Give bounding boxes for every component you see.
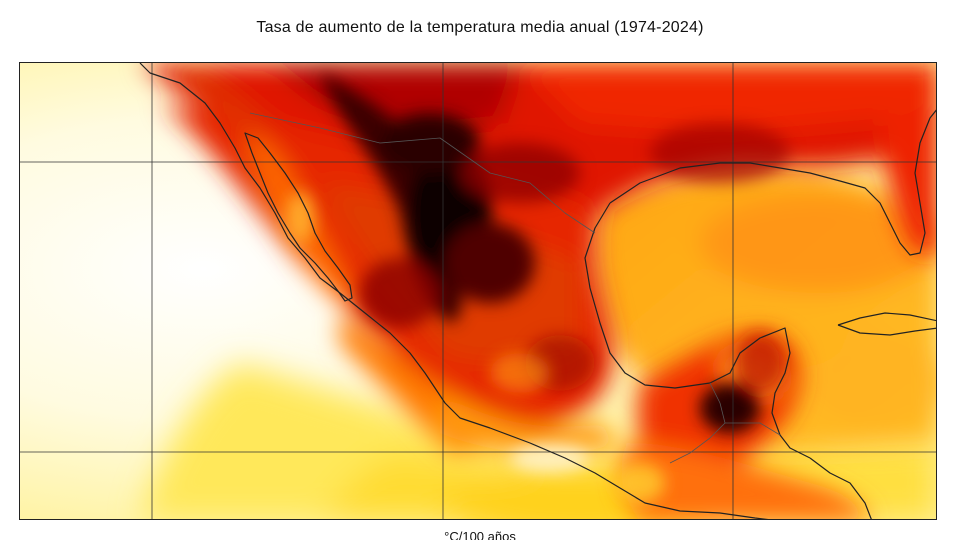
land-cooler-accents (286, 192, 665, 503)
lat-lon-gridlines (20, 63, 936, 519)
coastlines (139, 63, 936, 519)
units-label: °C/100 años (444, 529, 516, 540)
extreme-warming-hotspots (320, 73, 790, 433)
temperature-map (19, 62, 937, 520)
map-title: Tasa de aumento de la temperatura media … (256, 19, 704, 36)
map-canvas (20, 63, 936, 519)
